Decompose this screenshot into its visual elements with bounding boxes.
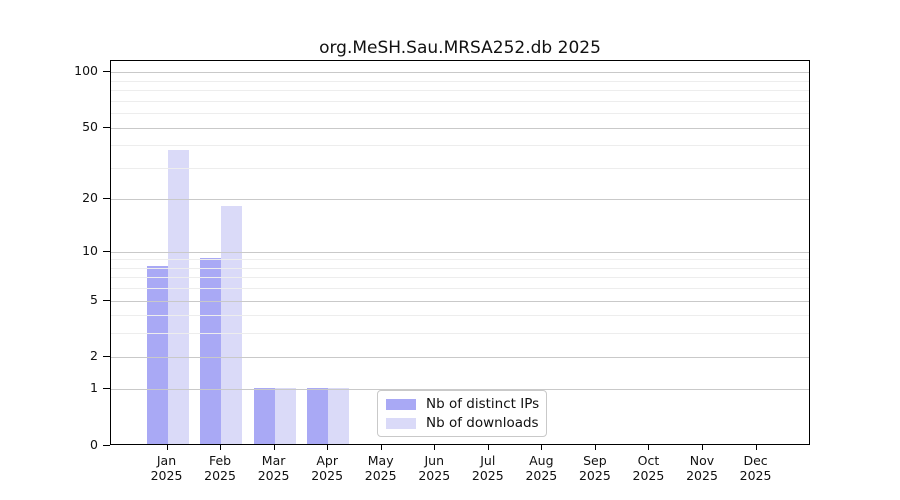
bar-nb-of-distinct-ips-feb xyxy=(200,257,222,444)
legend-item-distinct-ips: Nb of distinct IPs xyxy=(386,396,540,412)
gridline-minor xyxy=(111,100,809,102)
gridline-major xyxy=(111,356,809,358)
y-tick-label: 100 xyxy=(74,63,98,79)
x-tick-label: Jan 2025 xyxy=(150,452,183,483)
x-tick-mark xyxy=(273,444,275,450)
y-tick-label: 0 xyxy=(90,436,98,452)
x-tick-label: Dec 2025 xyxy=(739,452,772,483)
bar-nb-of-downloads-apr xyxy=(328,387,350,444)
gridline-minor xyxy=(111,333,809,335)
legend-label-distinct-ips: Nb of distinct IPs xyxy=(426,396,540,412)
legend-swatch-distinct-ips xyxy=(386,398,416,410)
gridline-minor xyxy=(111,80,809,82)
y-tick-mark xyxy=(103,126,110,128)
legend-label-downloads: Nb of downloads xyxy=(426,415,539,431)
y-tick-mark xyxy=(103,355,110,357)
gridline-major xyxy=(111,389,809,391)
y-tick-label: 10 xyxy=(82,242,98,258)
x-tick-mark xyxy=(702,444,703,450)
x-tick-mark xyxy=(541,444,543,450)
x-tick-label: Sep 2025 xyxy=(578,452,611,483)
gridline-minor xyxy=(111,315,809,317)
x-tick-mark xyxy=(648,444,650,450)
gridline-minor xyxy=(111,113,809,115)
gridline-major xyxy=(111,127,809,129)
x-tick-label: Oct 2025 xyxy=(632,452,665,483)
x-tick-label: Nov 2025 xyxy=(686,452,718,483)
gridline-minor xyxy=(111,288,809,290)
legend-item-downloads: Nb of downloads xyxy=(386,415,539,431)
legend-swatch-downloads xyxy=(386,417,416,429)
x-tick-label: Jun 2025 xyxy=(418,452,451,483)
gridline-major xyxy=(111,199,809,201)
y-tick-label: 2 xyxy=(90,347,98,363)
gridline-minor xyxy=(111,277,809,279)
x-tick-mark xyxy=(220,444,222,450)
gridline-minor xyxy=(111,90,809,92)
gridline-minor xyxy=(111,267,809,269)
y-tick-mark xyxy=(103,71,110,73)
x-tick-mark xyxy=(434,444,436,450)
bar-nb-of-distinct-ips-mar xyxy=(253,387,275,444)
x-tick-label: Mar 2025 xyxy=(257,452,290,483)
y-tick-label: 5 xyxy=(90,291,98,307)
gridline-minor xyxy=(111,145,809,147)
y-tick-mark xyxy=(103,250,110,252)
y-tick-label: 20 xyxy=(82,190,98,206)
y-tick-mark xyxy=(103,299,110,301)
x-tick-mark xyxy=(487,444,489,450)
bar-nb-of-distinct-ips-jan xyxy=(146,266,168,444)
legend: Nb of distinct IPs Nb of downloads xyxy=(377,390,547,437)
x-tick-mark xyxy=(594,444,596,450)
bar-nb-of-downloads-feb xyxy=(221,205,243,444)
x-tick-label: May 2025 xyxy=(364,452,397,483)
y-tick-mark xyxy=(103,444,110,446)
y-tick-label: 50 xyxy=(82,118,98,134)
bar-nb-of-downloads-jan xyxy=(167,149,189,444)
plot-area xyxy=(110,60,810,445)
bar-nb-of-downloads-mar xyxy=(274,387,296,444)
x-tick-mark xyxy=(166,444,168,450)
x-tick-label: Feb 2025 xyxy=(204,452,236,483)
x-tick-label: Aug 2025 xyxy=(525,452,558,483)
x-tick-label: Jul 2025 xyxy=(471,452,504,483)
chart-title: org.MeSH.Sau.MRSA252.db 2025 xyxy=(319,38,601,58)
y-tick-label: 1 xyxy=(90,380,98,396)
gridline-major xyxy=(111,300,809,302)
x-tick-mark xyxy=(327,444,329,450)
gridline-minor xyxy=(111,167,809,169)
gridline-major xyxy=(111,72,809,74)
x-tick-mark xyxy=(380,444,382,450)
x-tick-mark xyxy=(755,444,757,450)
y-tick-mark xyxy=(103,388,110,390)
gridline-major xyxy=(111,251,809,253)
bar-nb-of-distinct-ips-apr xyxy=(307,387,329,444)
x-tick-label: Apr 2025 xyxy=(311,452,344,483)
gridline-minor xyxy=(111,259,809,261)
y-tick-mark xyxy=(103,198,110,200)
